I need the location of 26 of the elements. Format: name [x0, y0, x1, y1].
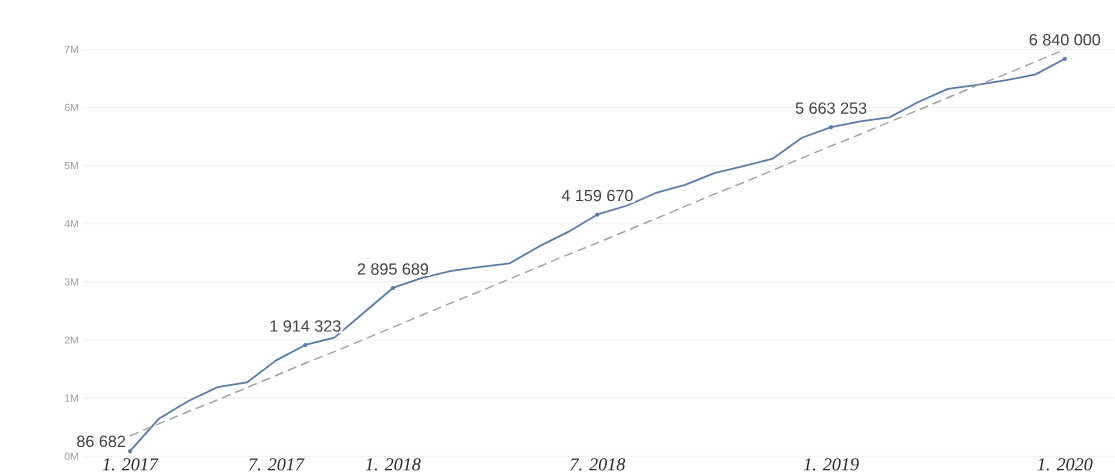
x-tick-label: 7. 2018 [570, 458, 626, 471]
data-label: 2 895 689 [357, 263, 429, 275]
point [390, 285, 395, 291]
x-tick-label: 1. 2019 [803, 458, 859, 471]
point [595, 212, 600, 217]
x-tick-label: 1. 2018 [365, 458, 421, 471]
x-tick-label: 7. 2017 [249, 458, 305, 471]
point [303, 342, 308, 348]
point [829, 125, 834, 130]
data-label: 5 663 253 [795, 102, 867, 114]
y-tick-label: 1M [65, 394, 78, 402]
x-tick-label: 1. 2020 [1037, 458, 1093, 471]
data-label: 6 840 000 [1029, 34, 1101, 46]
data-label: 86 682 [77, 435, 126, 448]
y-tick-label: 6M [64, 103, 78, 112]
data-label: 4 159 670 [561, 189, 633, 202]
point [1062, 56, 1067, 61]
y-tick-label: 3M [64, 278, 78, 286]
y-tick-label: 5M [64, 162, 78, 170]
y-tick-label: 0M [64, 452, 78, 460]
y-tick-label: 4M [64, 220, 78, 228]
point [127, 449, 133, 454]
y-tick-label: 7M [64, 45, 78, 54]
data-label: 1 914 323 [270, 320, 341, 332]
y-tick-label: 2M [64, 336, 78, 344]
x-tick-label: 1. 2017 [102, 458, 159, 471]
